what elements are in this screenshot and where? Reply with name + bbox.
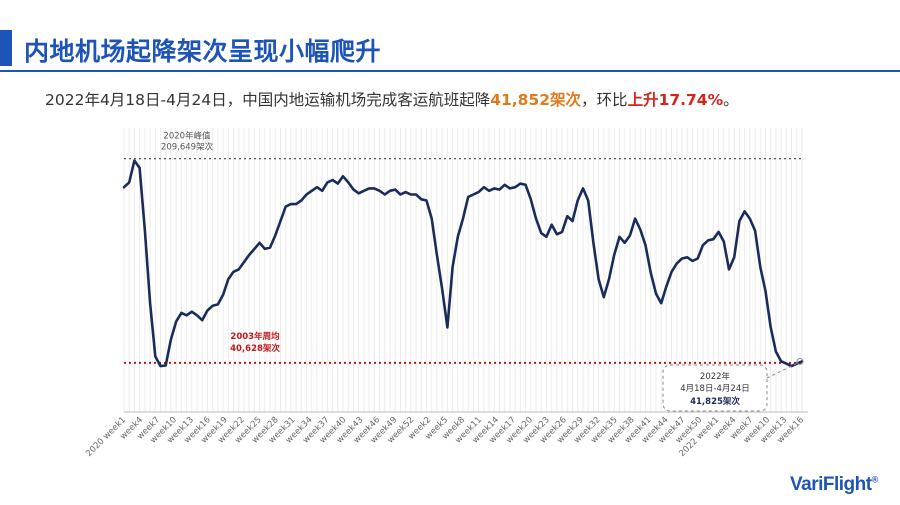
title-bar: 内地机场起降架次呈现小幅爬升: [0, 30, 900, 72]
logo-text: VariFlight: [790, 474, 872, 495]
reference-label: 2020年峰值: [163, 131, 211, 142]
subtitle-end: 。: [723, 91, 739, 109]
title-accent-bar: [0, 30, 12, 66]
series-line: [122, 159, 804, 368]
subtitle-prefix: 2022年4月18日-4月24日，中国内地运输机场完成客运航班起降: [45, 91, 491, 109]
subtitle-change: 上升17.74%: [627, 91, 724, 109]
title-underline: [0, 70, 900, 72]
reference-value: 209,649架次: [161, 142, 214, 153]
page-title: 内地机场起降架次呈现小幅爬升: [24, 37, 382, 66]
callout-connector: [766, 361, 800, 379]
callout-date: 4月18日-4月24日: [680, 384, 750, 394]
subtitle-mid: ，环比: [581, 91, 628, 109]
callout-year: 2022年: [700, 371, 731, 382]
subtitle-value: 41,852架次: [490, 91, 582, 109]
reference-label: 2003年周均: [230, 331, 280, 342]
callout-value: 41,825架次: [690, 396, 740, 407]
subtitle: 2022年4月18日-4月24日，中国内地运输机场完成客运航班起降41,852架…: [45, 88, 739, 110]
callout-box: [662, 364, 768, 412]
variflight-logo: VariFlight®: [790, 474, 878, 496]
reference-value: 40,628架次: [230, 343, 280, 354]
logo-registered-mark: ®: [871, 474, 879, 485]
callout-point-marker: [796, 357, 804, 365]
